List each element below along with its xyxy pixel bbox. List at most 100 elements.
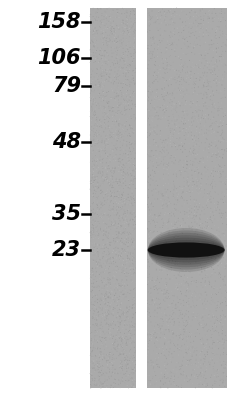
Point [96, 218, 99, 225]
Point [196, 119, 200, 125]
Point [94, 100, 98, 106]
Point [161, 202, 165, 208]
Point [95, 367, 99, 374]
Point [165, 360, 169, 366]
Point [177, 346, 181, 352]
Point [167, 41, 170, 48]
Point [176, 37, 180, 43]
Point [156, 143, 159, 149]
Point [174, 5, 178, 11]
Point [198, 336, 201, 343]
Point [116, 193, 120, 200]
Point [122, 247, 126, 253]
Point [131, 254, 135, 261]
Point [121, 70, 124, 76]
Point [103, 22, 107, 29]
Point [164, 63, 168, 69]
Point [178, 62, 182, 69]
Point [217, 34, 220, 41]
Point [205, 83, 208, 89]
Point [106, 292, 109, 298]
Point [114, 40, 118, 47]
Point [111, 342, 114, 348]
Point [128, 355, 131, 362]
Point [131, 130, 135, 136]
Point [204, 260, 207, 266]
Point [221, 166, 225, 172]
Point [181, 102, 184, 108]
Point [199, 208, 202, 214]
Point [206, 32, 209, 39]
Point [89, 215, 93, 221]
Point [109, 51, 112, 57]
Point [158, 290, 162, 296]
Point [150, 297, 153, 303]
Point [191, 40, 195, 47]
Point [100, 52, 104, 58]
Point [173, 133, 176, 139]
Point [91, 211, 94, 217]
Point [161, 351, 165, 357]
Point [111, 104, 115, 111]
Point [145, 142, 149, 148]
Point [114, 178, 117, 185]
Point [114, 124, 117, 130]
Point [98, 154, 101, 160]
Point [218, 242, 222, 248]
Point [207, 190, 211, 196]
Point [163, 171, 167, 177]
Point [100, 103, 103, 110]
Point [173, 154, 177, 160]
Point [119, 29, 123, 36]
Point [196, 250, 200, 257]
Point [180, 311, 183, 317]
Point [105, 266, 109, 273]
Point [147, 271, 151, 278]
Point [195, 362, 199, 368]
Point [96, 6, 99, 13]
Point [110, 189, 114, 196]
Point [168, 125, 171, 132]
Point [180, 242, 184, 248]
Point [168, 321, 171, 327]
Point [91, 311, 95, 317]
Point [200, 49, 203, 55]
Point [197, 145, 200, 152]
Point [194, 102, 197, 108]
Point [205, 16, 208, 22]
Point [161, 60, 164, 66]
Point [103, 301, 106, 308]
Point [187, 10, 191, 16]
Point [176, 87, 180, 94]
Point [222, 74, 225, 80]
Point [190, 152, 193, 158]
Point [123, 356, 127, 363]
Point [133, 226, 136, 232]
Point [153, 34, 157, 40]
Point [106, 123, 110, 129]
Point [92, 158, 96, 164]
Point [171, 19, 175, 26]
Point [211, 152, 215, 158]
Point [177, 348, 180, 355]
Point [195, 70, 199, 76]
Point [118, 370, 122, 376]
Point [100, 169, 104, 176]
Point [106, 110, 110, 117]
Point [109, 78, 112, 84]
Point [223, 31, 227, 38]
Point [185, 321, 188, 328]
Point [212, 271, 216, 278]
Point [210, 350, 214, 356]
Point [105, 283, 109, 289]
Point [114, 117, 117, 124]
Point [127, 139, 131, 146]
Point [151, 128, 155, 134]
Point [153, 230, 157, 237]
Point [88, 186, 91, 192]
Point [200, 317, 204, 324]
Point [170, 232, 173, 239]
Point [93, 273, 97, 280]
Point [162, 8, 165, 14]
Point [90, 248, 94, 254]
